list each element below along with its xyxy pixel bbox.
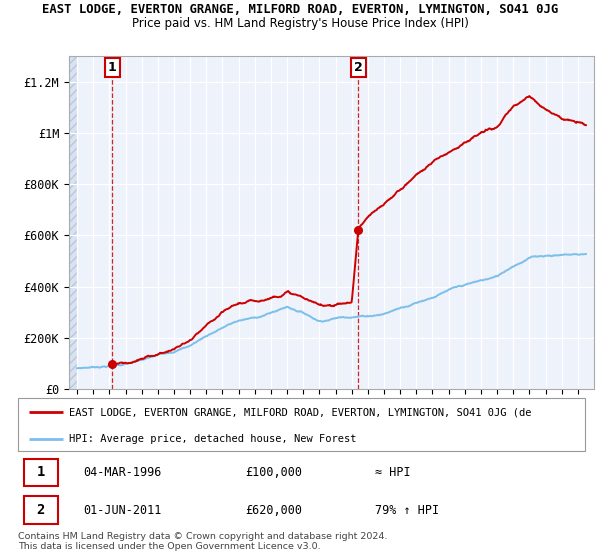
Text: 2: 2: [354, 61, 363, 74]
Text: EAST LODGE, EVERTON GRANGE, MILFORD ROAD, EVERTON, LYMINGTON, SO41 0JG: EAST LODGE, EVERTON GRANGE, MILFORD ROAD…: [42, 3, 558, 16]
Text: 79% ↑ HPI: 79% ↑ HPI: [375, 504, 439, 517]
Text: ≈ HPI: ≈ HPI: [375, 466, 411, 479]
FancyBboxPatch shape: [18, 398, 585, 451]
Text: HPI: Average price, detached house, New Forest: HPI: Average price, detached house, New …: [69, 434, 356, 444]
Text: 01-JUN-2011: 01-JUN-2011: [83, 504, 161, 517]
Bar: [69, 56, 77, 389]
Text: 1: 1: [108, 61, 116, 74]
Text: 1: 1: [37, 465, 45, 479]
FancyBboxPatch shape: [23, 459, 58, 486]
Text: 2: 2: [37, 503, 45, 517]
Text: 04-MAR-1996: 04-MAR-1996: [83, 466, 161, 479]
Text: Price paid vs. HM Land Registry's House Price Index (HPI): Price paid vs. HM Land Registry's House …: [131, 17, 469, 30]
Text: EAST LODGE, EVERTON GRANGE, MILFORD ROAD, EVERTON, LYMINGTON, SO41 0JG (de: EAST LODGE, EVERTON GRANGE, MILFORD ROAD…: [69, 408, 532, 418]
Text: £620,000: £620,000: [245, 504, 302, 517]
Text: £100,000: £100,000: [245, 466, 302, 479]
FancyBboxPatch shape: [23, 496, 58, 524]
Text: Contains HM Land Registry data © Crown copyright and database right 2024.
This d: Contains HM Land Registry data © Crown c…: [18, 532, 388, 552]
